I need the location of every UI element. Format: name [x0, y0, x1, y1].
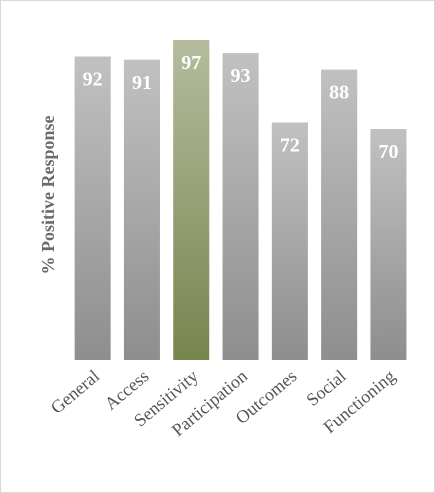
value-label: 92: [83, 68, 103, 90]
bar-sheen: [321, 69, 358, 360]
bar-sheen: [123, 59, 160, 360]
value-label: 72: [280, 134, 300, 156]
bar-sheen: [173, 40, 210, 360]
value-label: 93: [231, 65, 251, 87]
value-label: 91: [132, 72, 152, 94]
bar-sheen: [370, 129, 407, 360]
bar-sheen: [222, 53, 259, 361]
bar-sheen: [74, 56, 111, 361]
value-label: 97: [181, 52, 201, 74]
value-label: 88: [329, 82, 349, 104]
bar-sheen: [271, 122, 308, 360]
y-axis-label: % Positive Response: [38, 115, 58, 274]
value-label: 70: [378, 141, 398, 163]
